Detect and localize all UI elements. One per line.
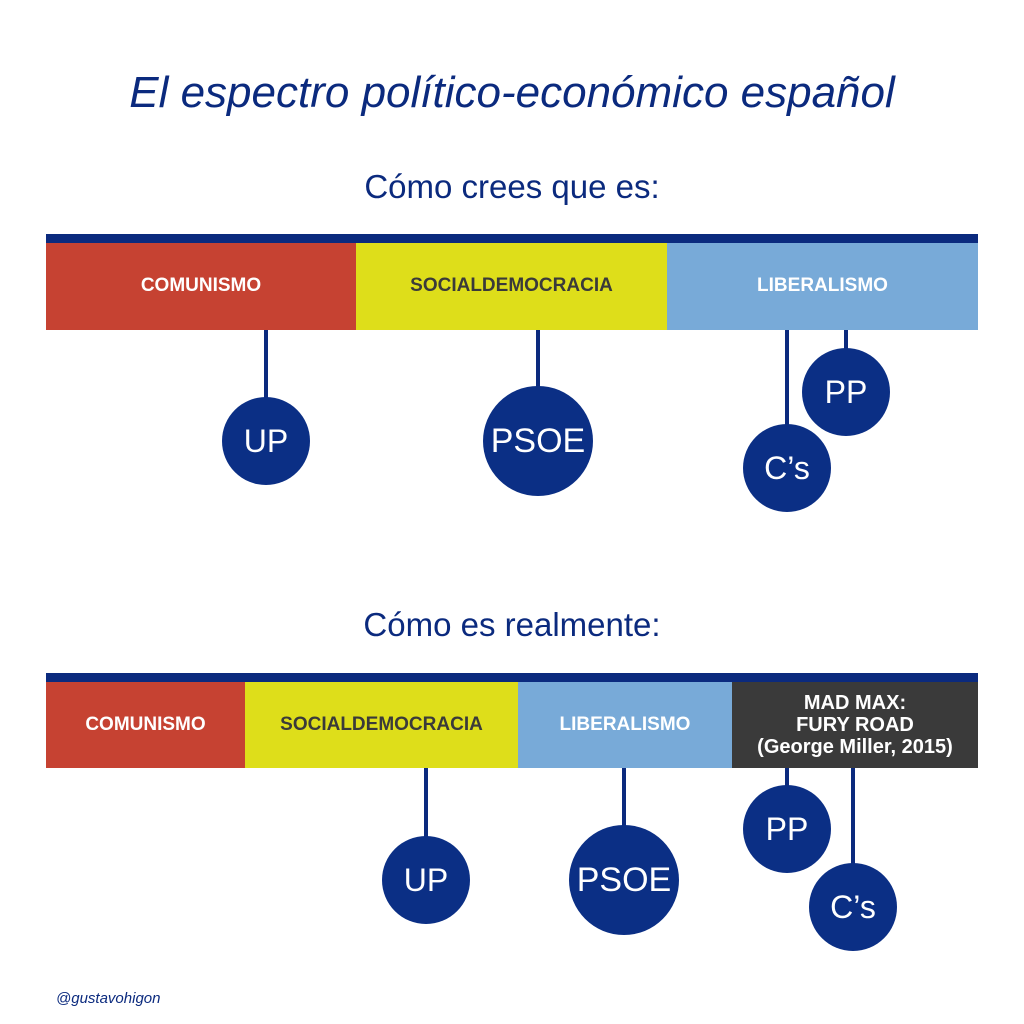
reality-pp-pin-line — [785, 768, 789, 788]
reality-pp-marker: PP — [743, 785, 831, 873]
perceived-segment-comunismo: COMUNISMO — [46, 243, 356, 330]
reality-cs-pin-line — [851, 768, 855, 866]
reality-up-pin-line — [424, 768, 428, 840]
madmax-line-3: (George Miller, 2015) — [757, 736, 953, 758]
perceived-top-bar — [46, 234, 978, 243]
perceived-up-pin-line — [264, 330, 268, 400]
reality-segment-madmax: MAD MAX: FURY ROAD (George Miller, 2015) — [732, 682, 978, 768]
perceived-psoe-marker: PSOE — [483, 386, 593, 496]
reality-psoe-pin-line — [622, 768, 626, 830]
author-credit: @gustavohigon — [56, 990, 161, 1007]
reality-segment-liberalismo: LIBERALISMO — [518, 682, 732, 768]
perceived-pp-pin-line — [844, 330, 848, 350]
perceived-segment-socialdemocracia: SOCIALDEMOCRACIA — [356, 243, 667, 330]
reality-subtitle: Cómo es realmente: — [363, 606, 661, 643]
perceived-cs-marker: C’s — [743, 424, 831, 512]
perceived-segment-liberalismo: LIBERALISMO — [667, 243, 978, 330]
madmax-line-1: MAD MAX: — [803, 692, 907, 714]
reality-segment-socialdemocracia: SOCIALDEMOCRACIA — [245, 682, 518, 768]
reality-psoe-marker: PSOE — [569, 825, 679, 935]
madmax-line-2: FURY ROAD — [796, 714, 914, 736]
reality-up-marker: UP — [382, 836, 470, 924]
perceived-pp-marker: PP — [802, 348, 890, 436]
page-title: El espectro político-económico español — [129, 68, 895, 117]
reality-cs-marker: C’s — [809, 863, 897, 951]
perceived-psoe-pin-line — [536, 330, 540, 390]
perceived-up-marker: UP — [222, 397, 310, 485]
reality-segment-comunismo: COMUNISMO — [46, 682, 245, 768]
perceived-cs-pin-line — [785, 330, 789, 425]
perceived-subtitle: Cómo crees que es: — [364, 168, 660, 205]
reality-top-bar — [46, 673, 978, 682]
